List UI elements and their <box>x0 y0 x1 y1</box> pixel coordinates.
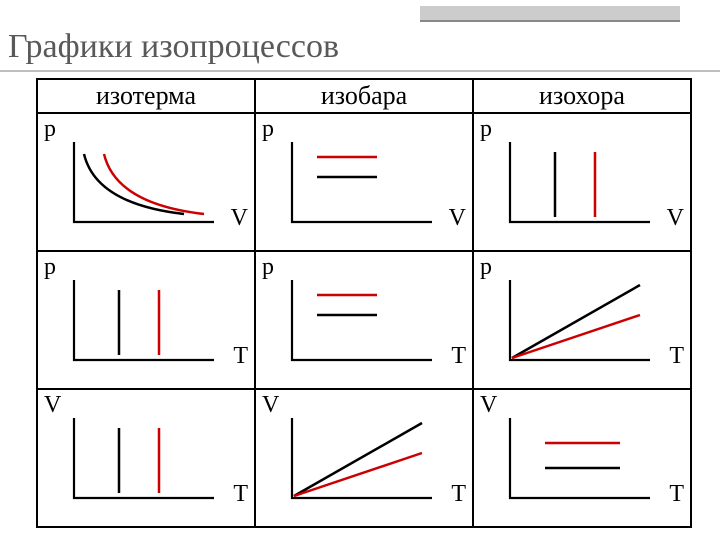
y-axis-label: V <box>44 392 61 419</box>
chart-cell: pT <box>37 251 255 389</box>
chart-cell: pT <box>255 251 473 389</box>
decorative-topbar <box>420 6 680 22</box>
title-underline <box>0 70 720 72</box>
y-axis-label: p <box>44 254 56 281</box>
chart-svg <box>282 270 442 370</box>
y-axis-label: p <box>44 116 56 143</box>
chart-svg <box>500 132 660 232</box>
x-axis-label: V <box>667 205 684 232</box>
chart-svg <box>64 132 224 232</box>
x-axis-label: V <box>231 205 248 232</box>
axes-icon <box>510 418 650 498</box>
y-axis-label: p <box>262 116 274 143</box>
y-axis-label: V <box>480 392 497 419</box>
table-row: pVpVpV <box>37 113 691 251</box>
col-header-isochore: изохора <box>473 79 691 113</box>
header-row: изотерма изобара изохора <box>37 79 691 113</box>
y-axis-label: p <box>480 116 492 143</box>
axes-icon <box>74 142 214 222</box>
chart-svg <box>64 270 224 370</box>
process-table: изотерма изобара изохора pVpVpVpTpTpTVTV… <box>36 78 692 528</box>
col-header-isobar: изобара <box>255 79 473 113</box>
table-row: pTpTpT <box>37 251 691 389</box>
x-axis-label: T <box>233 343 248 370</box>
axes-icon <box>74 280 214 360</box>
axes-icon <box>292 280 432 360</box>
chart-svg <box>500 270 660 370</box>
chart-cell: VT <box>255 389 473 527</box>
table-row: VTVTVT <box>37 389 691 527</box>
chart-cell: pV <box>473 113 691 251</box>
axes-icon <box>74 418 214 498</box>
chart-cell: VT <box>37 389 255 527</box>
x-axis-label: T <box>451 481 466 508</box>
y-axis-label: p <box>480 254 492 281</box>
chart-cell: pV <box>37 113 255 251</box>
y-axis-label: V <box>262 392 279 419</box>
x-axis-label: V <box>449 205 466 232</box>
page-title: Графики изопроцессов <box>8 28 339 66</box>
x-axis-label: T <box>451 343 466 370</box>
axes-icon <box>292 142 432 222</box>
chart-svg <box>282 408 442 508</box>
x-axis-label: T <box>669 481 684 508</box>
chart-cell: pT <box>473 251 691 389</box>
axes-icon <box>510 142 650 222</box>
x-axis-label: T <box>669 343 684 370</box>
chart-cell: VT <box>473 389 691 527</box>
chart-svg <box>500 408 660 508</box>
x-axis-label: T <box>233 481 248 508</box>
curve <box>104 154 204 214</box>
chart-cell: pV <box>255 113 473 251</box>
curve <box>84 154 184 214</box>
chart-svg <box>64 408 224 508</box>
chart-svg <box>282 132 442 232</box>
col-header-isotherm: изотерма <box>37 79 255 113</box>
y-axis-label: p <box>262 254 274 281</box>
